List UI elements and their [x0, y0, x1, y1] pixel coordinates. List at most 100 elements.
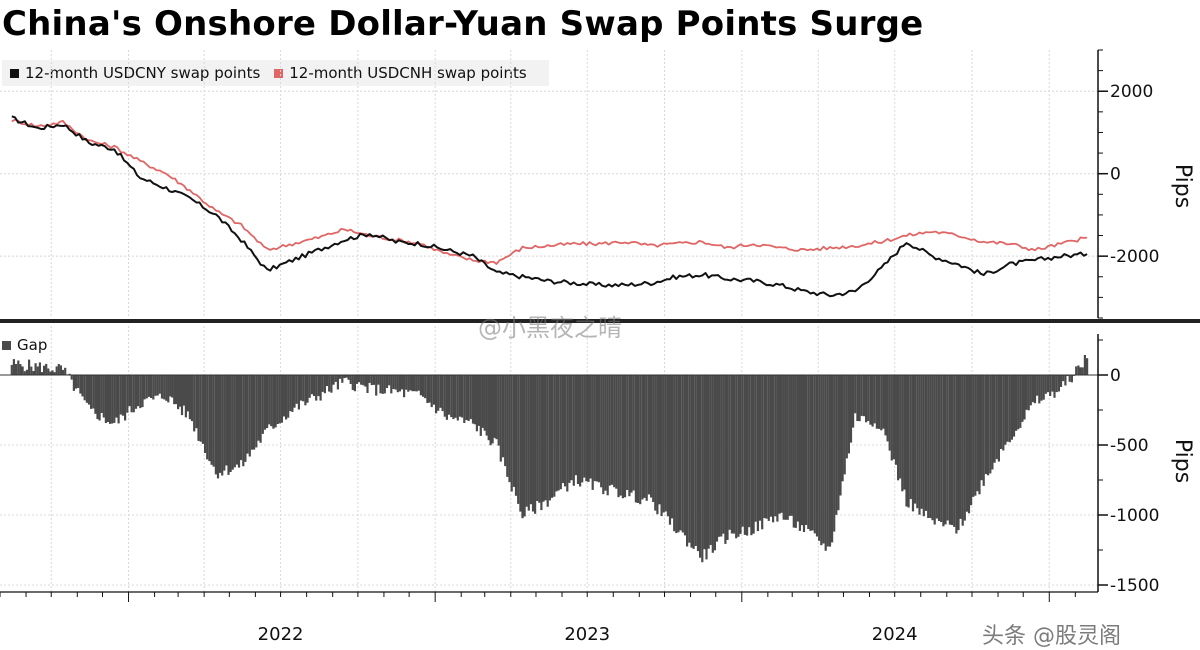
gap-bar	[741, 375, 744, 527]
gap-bar	[759, 375, 762, 521]
gap-bar	[501, 375, 505, 458]
gap-bar	[261, 375, 264, 434]
gap-bar	[652, 375, 655, 502]
gap-bar	[615, 375, 618, 489]
gap-bar	[115, 375, 118, 418]
gap-bar	[83, 375, 86, 401]
gap-legend: Gap	[2, 336, 61, 354]
gap-bar	[826, 375, 829, 547]
gap-bar	[491, 375, 494, 444]
gap-bar	[351, 375, 354, 390]
gap-bar	[272, 375, 275, 429]
gap-bar	[686, 375, 689, 547]
gap-bar	[104, 375, 107, 423]
gap-bar	[319, 375, 322, 401]
gap-bar	[302, 375, 305, 402]
gap-bar	[1027, 375, 1030, 411]
gap-bar	[860, 375, 863, 416]
gap-bar	[942, 375, 945, 527]
gap-bar	[542, 375, 545, 502]
gap-bar	[1042, 375, 1045, 400]
gap-bar	[726, 375, 729, 540]
gap-bar	[415, 375, 418, 392]
gap-bar	[1070, 375, 1073, 383]
gap-bar	[604, 375, 607, 491]
gap-bar	[358, 375, 361, 383]
gap-bar	[961, 375, 964, 526]
gap-bar	[471, 375, 475, 424]
gap-bar	[177, 375, 180, 410]
gap-bar	[914, 375, 917, 504]
gap-bar	[903, 375, 906, 490]
gap-bar	[366, 375, 369, 393]
gap-bar	[847, 375, 850, 454]
gap-bar	[34, 363, 37, 375]
gap-bar	[310, 375, 313, 395]
gap-bar	[282, 375, 286, 417]
gap-bar	[19, 364, 22, 375]
gap-bar	[299, 375, 303, 401]
gap-bar	[645, 375, 648, 501]
gap-bar	[993, 375, 996, 463]
gap-bar	[268, 375, 271, 425]
gap-bar	[1086, 358, 1089, 375]
gap-bar	[782, 375, 785, 520]
gap-bar	[113, 375, 116, 423]
gap-bar	[805, 375, 808, 525]
gap-bar	[336, 375, 339, 390]
gap-bar	[171, 375, 174, 398]
gap-bar	[790, 375, 793, 516]
gap-bar	[186, 375, 189, 412]
gap-bar	[671, 375, 674, 519]
gap-bar	[10, 364, 13, 375]
gap-bar	[445, 375, 448, 420]
gap-bar	[720, 375, 723, 537]
gap-bar	[345, 375, 348, 378]
gap-bar	[51, 370, 54, 375]
gap-bar	[17, 360, 20, 375]
gap-bar	[432, 375, 435, 405]
y-tick-label-bottom: -1000	[1110, 506, 1159, 526]
gap-bar	[959, 375, 962, 519]
gap-bar	[53, 372, 56, 375]
gap-bar	[894, 375, 898, 465]
gap-bar	[193, 375, 196, 432]
gap-bar	[1044, 375, 1047, 394]
gap-bar	[379, 375, 382, 394]
legend-swatch-cnh	[274, 68, 284, 78]
gap-bar	[690, 375, 693, 548]
gap-bar	[1057, 375, 1060, 392]
gap-bar	[754, 375, 757, 522]
gap-bar	[508, 375, 511, 483]
gap-bar	[1021, 375, 1024, 422]
gap-bar	[666, 375, 669, 517]
gap-bar	[701, 375, 704, 563]
gap-bar	[800, 375, 803, 526]
gap-bar	[955, 375, 958, 534]
gap-bar	[128, 375, 131, 407]
y-tick-label-bottom: -1500	[1110, 576, 1159, 596]
gap-bar	[295, 375, 298, 404]
gap-bar	[802, 375, 806, 532]
axis-layer: 2000 0 -2000 0 -500 -1000 -1500 Pips Pips 2022 202…	[0, 49, 1200, 642]
gap-bar	[639, 375, 642, 505]
gap-bar	[811, 375, 814, 531]
gap-bar	[485, 375, 488, 436]
gap-bar	[824, 375, 827, 551]
gap-bar	[772, 375, 775, 523]
gap-bar	[214, 375, 217, 475]
gap-bar	[948, 375, 951, 525]
gap-bar	[950, 375, 954, 525]
gap-bar	[929, 375, 932, 518]
gap-bar	[179, 375, 182, 407]
gap-bar	[788, 375, 791, 516]
gap-bar	[124, 375, 127, 421]
gap-bar	[400, 375, 404, 390]
gap-bar	[920, 375, 923, 509]
y-axis-label-top: Pips	[1170, 164, 1195, 208]
gap-bar	[608, 375, 611, 486]
gap-bar	[566, 375, 569, 492]
gap-bar	[798, 375, 801, 531]
gap-bar	[1077, 365, 1080, 375]
gap-bar	[931, 375, 934, 521]
